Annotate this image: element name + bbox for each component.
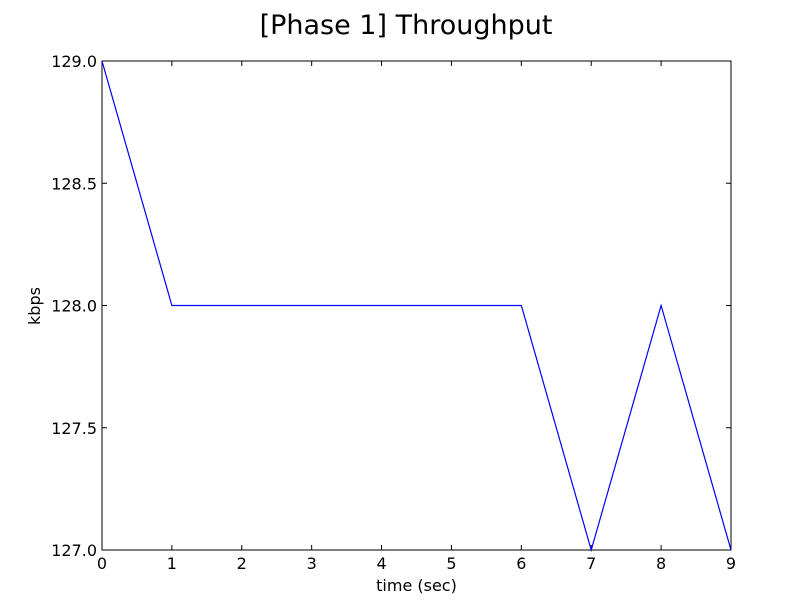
series-line <box>101 60 732 553</box>
x-tick-label: 2 <box>237 554 247 573</box>
plot-area: 0 1 2 3 4 5 6 7 8 9 127.0 127.5 128.0 128.5 129.0 <box>51 52 736 573</box>
y-tick-label: 127.0 <box>51 541 97 560</box>
x-axis-label: time (sec) <box>376 576 457 595</box>
x-tick-label: 3 <box>307 554 317 573</box>
x-tick-label: 4 <box>376 554 386 573</box>
y-tick-label: 128.0 <box>51 297 97 316</box>
x-tick-label: 9 <box>726 554 736 573</box>
x-tick-label: 1 <box>167 554 177 573</box>
y-tick-label: 129.0 <box>51 52 97 71</box>
y-tick-label: 128.5 <box>51 174 97 193</box>
x-tick-label: 8 <box>656 554 666 573</box>
y-tick-label: 127.5 <box>51 419 97 438</box>
x-tick-label: 7 <box>586 554 596 573</box>
chart-title: [Phase 1] Throughput <box>260 10 553 41</box>
x-tick-label: 0 <box>97 554 107 573</box>
x-tick-label: 6 <box>516 554 526 573</box>
x-tick-label: 5 <box>446 554 456 573</box>
y-axis-label: kbps <box>25 287 44 325</box>
